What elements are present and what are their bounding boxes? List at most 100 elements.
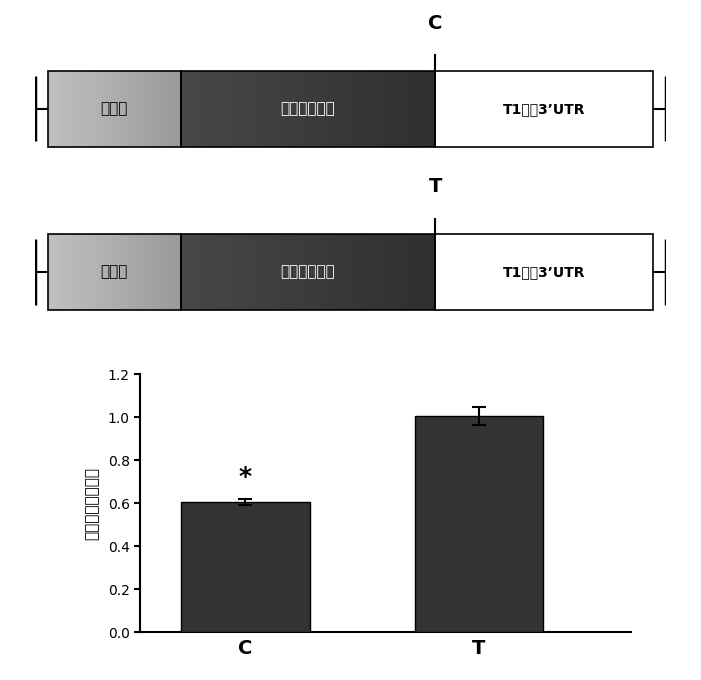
Bar <box>105 234 111 310</box>
Bar <box>57 234 62 310</box>
Bar <box>74 234 79 310</box>
Bar <box>177 234 182 310</box>
Bar <box>200 234 207 310</box>
Bar <box>118 71 124 147</box>
Bar <box>123 71 128 147</box>
Bar <box>212 71 219 147</box>
Bar <box>315 71 322 147</box>
Bar <box>390 71 397 147</box>
Bar <box>158 234 164 310</box>
Bar <box>172 71 177 147</box>
Bar <box>97 234 102 310</box>
Bar <box>110 234 115 310</box>
Bar <box>65 71 71 147</box>
Bar <box>238 234 245 310</box>
Bar <box>340 234 347 310</box>
Bar <box>181 71 435 147</box>
Bar <box>390 234 397 310</box>
Bar <box>232 234 239 310</box>
Bar <box>123 234 128 310</box>
Bar <box>74 71 79 147</box>
Bar <box>353 71 360 147</box>
Bar <box>365 234 372 310</box>
Bar <box>315 234 322 310</box>
Bar <box>177 71 182 147</box>
Text: 萤光素酶基因: 萤光素酶基因 <box>280 265 336 279</box>
Bar <box>48 234 181 310</box>
Bar <box>219 234 226 310</box>
Bar <box>181 502 310 632</box>
Bar <box>416 71 423 147</box>
Bar <box>158 71 164 147</box>
Bar <box>57 71 62 147</box>
Bar <box>378 71 385 147</box>
Bar <box>114 234 119 310</box>
Bar <box>48 234 53 310</box>
Bar <box>397 234 404 310</box>
Text: 启动子: 启动子 <box>101 265 128 279</box>
Bar <box>264 234 271 310</box>
Bar <box>429 234 436 310</box>
Bar <box>384 234 391 310</box>
Bar <box>295 234 302 310</box>
Bar <box>187 234 194 310</box>
Bar <box>295 71 302 147</box>
Bar <box>270 71 277 147</box>
Bar <box>334 71 341 147</box>
Text: *: * <box>239 465 252 489</box>
Bar <box>141 71 146 147</box>
Bar <box>289 71 296 147</box>
Bar <box>423 71 430 147</box>
Bar <box>289 234 296 310</box>
Bar <box>128 71 132 147</box>
Bar <box>132 234 137 310</box>
Bar <box>92 71 97 147</box>
Bar <box>52 71 57 147</box>
Bar <box>226 234 233 310</box>
Bar <box>83 71 88 147</box>
Bar <box>181 71 188 147</box>
Text: C: C <box>428 14 442 33</box>
Bar <box>327 71 334 147</box>
Bar <box>353 234 360 310</box>
Bar <box>415 416 543 632</box>
Bar <box>372 71 379 147</box>
Bar <box>270 234 277 310</box>
Bar <box>154 234 159 310</box>
Bar <box>88 71 93 147</box>
Bar <box>101 234 106 310</box>
Bar <box>163 71 168 147</box>
Bar <box>251 71 258 147</box>
Bar <box>359 234 366 310</box>
Bar <box>384 71 391 147</box>
Bar <box>416 234 423 310</box>
Bar <box>232 71 239 147</box>
Bar <box>378 234 385 310</box>
Bar <box>187 71 194 147</box>
Bar <box>359 71 366 147</box>
Bar <box>308 71 315 147</box>
Bar <box>92 234 97 310</box>
Text: 启动子: 启动子 <box>101 101 128 116</box>
Bar <box>238 71 245 147</box>
Bar <box>276 234 283 310</box>
Bar <box>257 71 264 147</box>
Bar <box>168 234 172 310</box>
Bar <box>410 234 417 310</box>
Bar <box>137 234 142 310</box>
Bar <box>145 234 151 310</box>
Text: 萤光素酶基因: 萤光素酶基因 <box>280 101 336 116</box>
Bar <box>79 234 84 310</box>
Y-axis label: 相对萤光素酶活性: 相对萤光素酶活性 <box>84 466 100 540</box>
Bar <box>372 234 379 310</box>
Bar <box>435 234 653 310</box>
Bar <box>226 71 233 147</box>
Bar <box>132 71 137 147</box>
Bar <box>435 71 653 147</box>
Bar <box>245 234 252 310</box>
Bar <box>346 234 353 310</box>
Bar <box>83 234 88 310</box>
Bar <box>163 234 168 310</box>
Bar <box>308 234 315 310</box>
Bar <box>101 71 106 147</box>
